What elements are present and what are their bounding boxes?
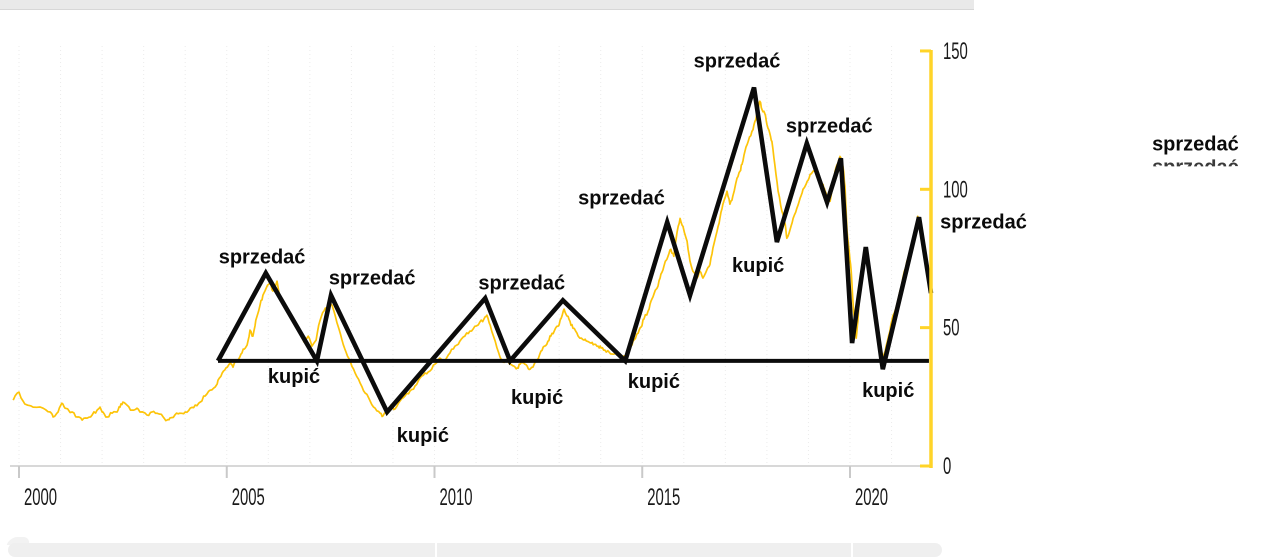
y-tick-label-wrap-0: 0	[943, 454, 951, 480]
window-chrome-strip	[0, 0, 974, 10]
annotation-buy-1: kupić	[268, 366, 320, 388]
y-tick-label-wrap-100: 100	[943, 177, 968, 203]
x-tick-label-wrap-2005: 2005	[232, 485, 265, 511]
annotation-sell-8-ghost: sprzedać	[1152, 156, 1239, 178]
y-tick-label-0: 0	[943, 454, 951, 480]
annotation-buy-5: kupić	[732, 255, 784, 277]
y-tick-label-wrap-150: 150	[943, 39, 968, 65]
y-tick-label-wrap-50: 50	[943, 315, 960, 341]
annotation-sell-4: sprzedać	[578, 187, 665, 209]
annotation-sell-3: sprzedać	[478, 272, 565, 294]
x-tick-label-wrap-2000: 2000	[24, 485, 57, 511]
x-tick-label-wrap-2015: 2015	[647, 485, 680, 511]
annotation-sell-5: sprzedać	[694, 50, 781, 72]
scrollbar-seam	[851, 543, 853, 557]
annotation-buy-2: kupić	[397, 425, 449, 447]
x-tick-label-wrap-2020: 2020	[855, 485, 888, 511]
x-tick-label-2005: 2005	[232, 485, 265, 511]
y-tick-label-50: 50	[943, 315, 960, 341]
annotation-sell-7: sprzedać	[940, 211, 1027, 233]
annotation-sell-2: sprzedać	[329, 267, 416, 289]
x-tick-label-wrap-2010: 2010	[440, 485, 473, 511]
price-line	[12, 100, 932, 422]
annotation-buy-4: kupić	[628, 371, 680, 393]
x-tick-label-2000: 2000	[24, 485, 57, 511]
x-tick-label-2015: 2015	[647, 485, 680, 511]
annotation-sell-1: sprzedać	[219, 246, 306, 268]
horizontal-scrollbar[interactable]	[8, 543, 942, 557]
annotation-sell-8: sprzedać	[1152, 133, 1239, 155]
scrollbar-seam	[435, 543, 437, 557]
annotation-buy-6: kupić	[862, 380, 914, 402]
y-tick-label-150: 150	[943, 39, 968, 65]
annotation-sell-6: sprzedać	[786, 115, 873, 137]
x-tick-label-2010: 2010	[440, 485, 473, 511]
x-tick-label-2020: 2020	[855, 485, 888, 511]
annotation-buy-3: kupić	[511, 387, 563, 409]
y-tick-label-100: 100	[943, 177, 968, 203]
signal-line	[215, 86, 934, 417]
